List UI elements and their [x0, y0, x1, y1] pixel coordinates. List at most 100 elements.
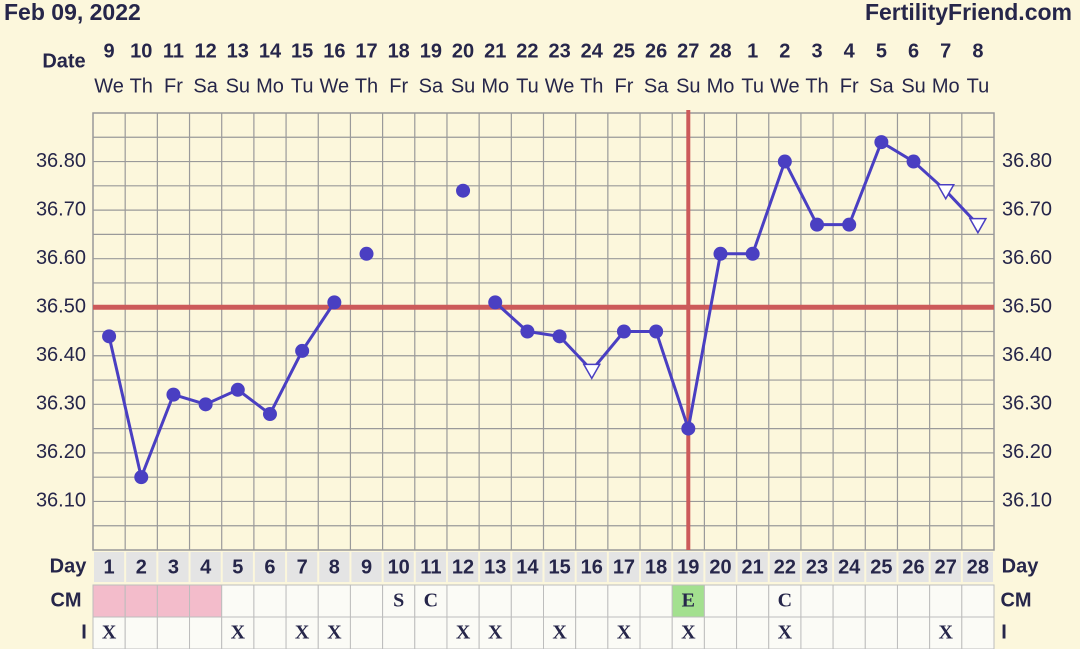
date-label: 19 — [420, 40, 442, 62]
day-cell — [608, 552, 640, 582]
weekday-label: We — [94, 75, 124, 97]
row-cell-text: C — [424, 590, 438, 612]
weekday-label: We — [545, 75, 575, 97]
temperature-point — [936, 183, 956, 201]
row-label: I — [81, 621, 87, 643]
date-label: 16 — [323, 40, 345, 62]
weekday-label: Sa — [193, 75, 218, 97]
row-cell — [382, 616, 416, 649]
temperature-point — [102, 329, 117, 344]
weekday-label: Mo — [256, 75, 284, 97]
weekday-label: Fr — [840, 75, 859, 97]
row-cell — [671, 616, 705, 649]
weekday-label: Tu — [741, 75, 764, 97]
weekday-label: Su — [226, 75, 250, 97]
row-cell-text: X — [295, 622, 310, 644]
date-label: 18 — [388, 40, 410, 62]
row-cell-text: X — [456, 622, 471, 644]
day-cell — [383, 552, 414, 582]
temperature-point — [745, 246, 760, 261]
date-label: 3 — [811, 40, 822, 62]
row-cell — [189, 584, 223, 618]
day-number: 20 — [709, 556, 731, 578]
weekday-label: Tu — [291, 75, 314, 97]
date-label: 25 — [613, 40, 635, 62]
row-cell — [961, 616, 995, 649]
row-cell — [800, 584, 834, 618]
date-label: 2 — [779, 40, 790, 62]
weekday-label: Th — [580, 75, 603, 97]
day-cell — [898, 552, 929, 582]
row-cell-text: X — [681, 622, 696, 644]
date-label: 28 — [709, 40, 731, 62]
day-cell — [801, 552, 833, 582]
day-number: 13 — [484, 556, 506, 578]
row-cell-text: X — [327, 622, 342, 644]
row-cell — [800, 616, 834, 649]
day-cell — [287, 552, 318, 582]
date-label: 10 — [130, 40, 152, 62]
row-cell — [124, 584, 158, 618]
row-cell — [414, 616, 448, 649]
day-number: 14 — [516, 556, 539, 578]
day-cell — [737, 552, 768, 582]
row-cell-text: X — [778, 622, 793, 644]
day-number: 26 — [902, 556, 924, 578]
weekday-label: Su — [451, 75, 475, 97]
row-cell — [156, 584, 191, 618]
day-cell — [512, 552, 543, 582]
date-label: 17 — [355, 40, 377, 62]
date-label: 21 — [484, 40, 506, 62]
temperature-point — [520, 324, 535, 339]
weekday-label: Th — [355, 75, 378, 97]
row-cell — [864, 616, 898, 649]
temperature-point — [359, 246, 374, 261]
row-cell — [639, 584, 673, 618]
temperature-point — [262, 407, 277, 422]
row-cell — [285, 584, 319, 618]
day-number: 9 — [361, 556, 372, 578]
temperature-point — [582, 363, 602, 380]
temperature-point — [842, 217, 857, 232]
day-number: 24 — [838, 556, 861, 578]
day-cell — [544, 552, 575, 582]
temperature-point — [874, 135, 889, 150]
y-tick-label: 36.70 — [1002, 198, 1052, 220]
row-cell — [478, 584, 512, 618]
row-cell-text: X — [617, 622, 632, 644]
weekday-label: Fr — [389, 75, 408, 97]
weekday-label: Mo — [707, 75, 735, 97]
day-cell — [190, 552, 221, 582]
row-cell — [349, 616, 384, 649]
temperature-point — [295, 343, 310, 358]
row-label: Day — [50, 555, 88, 577]
date-label: 27 — [677, 40, 699, 62]
day-cell — [319, 552, 350, 582]
row-cell — [736, 616, 770, 649]
temperature-point — [552, 329, 567, 344]
temperature-point — [810, 217, 825, 232]
day-number: 16 — [581, 556, 603, 578]
row-cell — [896, 584, 931, 618]
day-cell — [866, 552, 897, 582]
day-number: 10 — [388, 556, 410, 578]
y-tick-label: 36.70 — [36, 198, 86, 220]
day-number: 18 — [645, 556, 667, 578]
date-label: 13 — [227, 40, 249, 62]
day-number: 5 — [232, 556, 243, 578]
temperature-point — [968, 217, 988, 235]
weekday-label: Su — [676, 75, 700, 97]
row-cell — [478, 616, 512, 649]
weekday-label: Th — [130, 75, 153, 97]
date-label: 9 — [104, 40, 115, 62]
row-cell — [607, 616, 641, 649]
row-cell-text: X — [231, 622, 246, 644]
day-number: 27 — [935, 556, 957, 578]
day-number: 23 — [806, 556, 828, 578]
date-label: Date — [42, 50, 85, 72]
day-number: 2 — [136, 556, 147, 578]
weekday-label: We — [320, 75, 350, 97]
day-number: 8 — [329, 556, 340, 578]
row-cell-text: X — [552, 622, 567, 644]
